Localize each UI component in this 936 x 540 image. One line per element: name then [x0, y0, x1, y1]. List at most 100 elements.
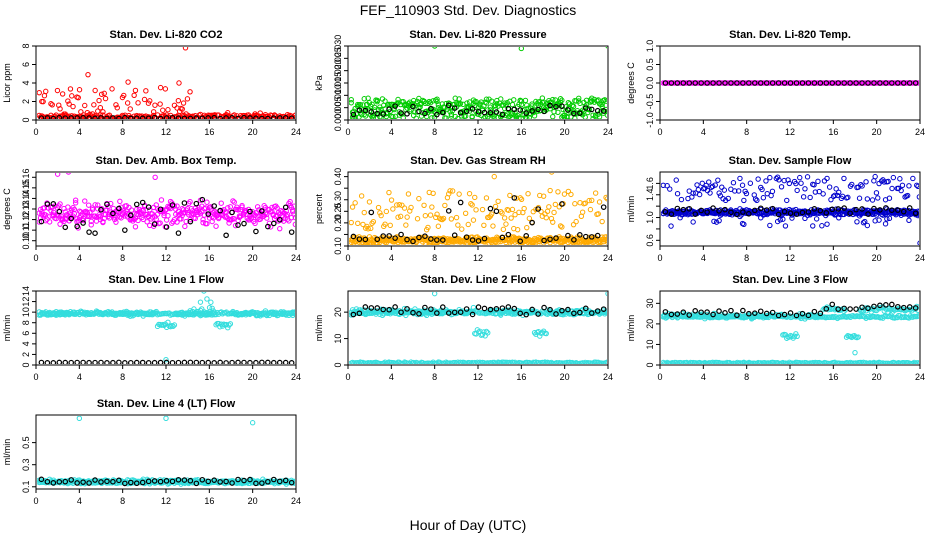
median-point [247, 359, 253, 364]
median-point [894, 80, 901, 86]
data-point [668, 223, 674, 229]
median-point [912, 80, 919, 86]
data-point [488, 98, 495, 104]
data-point [592, 190, 599, 196]
x-tick-label: 24 [291, 372, 301, 382]
data-point [811, 182, 817, 188]
data-point [109, 86, 115, 92]
data-point [570, 103, 577, 110]
data-point [603, 237, 607, 244]
y-tick-label: 10 [21, 307, 31, 317]
data-point [492, 203, 499, 210]
median-point [175, 359, 182, 364]
y-tick-label: 0.5 [645, 58, 655, 71]
data-point [713, 219, 720, 225]
data-point [522, 97, 529, 104]
median-point [193, 115, 200, 119]
median-point [259, 359, 265, 364]
median-point [883, 205, 889, 211]
median-point [517, 238, 524, 244]
median-point [457, 309, 464, 315]
median-point [775, 211, 782, 218]
x-tick-label: 24 [291, 496, 301, 506]
data-point [604, 196, 607, 202]
data-point [490, 223, 496, 229]
y-tick-label: 0 [21, 362, 31, 367]
data-point [370, 219, 377, 225]
data-point [349, 114, 356, 119]
median-point [86, 229, 92, 235]
data-point [773, 175, 780, 182]
data-point [550, 219, 556, 225]
y-axis-label: degrees C [2, 188, 12, 230]
data-point [197, 299, 204, 305]
data-point [915, 183, 919, 189]
median-point [763, 310, 770, 317]
median-point [98, 206, 104, 213]
data-point [292, 214, 295, 221]
y-tick-label: 2 [21, 352, 31, 357]
median-point [217, 115, 223, 119]
x-tick-label: 8 [120, 127, 125, 137]
data-point [92, 87, 98, 94]
median-point [282, 204, 289, 211]
data-point [709, 183, 716, 190]
data-point [254, 215, 261, 221]
median-point [565, 306, 571, 313]
data-point [780, 216, 786, 222]
outlier-point [432, 47, 438, 49]
median-point [175, 115, 182, 119]
data-point [807, 194, 813, 201]
x-tick-label: 20 [248, 127, 258, 137]
median-point [62, 359, 69, 364]
median-point [253, 115, 259, 119]
data-point [85, 202, 92, 208]
x-tick-label: 24 [915, 127, 925, 137]
data-point [559, 224, 565, 230]
median-point [662, 209, 669, 215]
data-point [521, 205, 527, 212]
median-point [523, 110, 530, 116]
data-point [163, 217, 170, 223]
data-point [97, 112, 104, 118]
median-point [56, 208, 63, 215]
median-point [392, 103, 398, 109]
data-point [479, 206, 486, 213]
data-point [860, 219, 867, 226]
data-point [864, 196, 871, 202]
median-point [193, 359, 200, 364]
median-point [811, 308, 818, 315]
median-point [241, 114, 247, 119]
data-point [498, 96, 504, 102]
data-point [514, 112, 521, 119]
median-point [853, 306, 859, 312]
data-point [182, 223, 188, 230]
median-point [463, 108, 470, 115]
data-point [836, 189, 842, 195]
data-point [453, 214, 460, 221]
x-tick-label: 16 [516, 372, 526, 382]
median-point [900, 208, 907, 215]
median-point [92, 115, 98, 119]
y-tick-label: 0.16 [21, 169, 31, 187]
data-point [752, 196, 759, 202]
y-tick-label: 0.1 [21, 481, 31, 494]
y-tick-label: 0.30 [333, 191, 343, 209]
median-point [350, 233, 357, 240]
median-point [871, 303, 877, 310]
median-point [475, 108, 482, 115]
x-tick-label: 4 [389, 253, 394, 263]
x-tick-label: 8 [432, 127, 437, 137]
median-point [133, 359, 140, 364]
data-point [165, 107, 171, 113]
panel-title: Stan. Dev. Line 4 (LT) Flow [97, 398, 236, 410]
panel-title: Stan. Dev. Amb. Box Temp. [96, 155, 237, 167]
data-point [292, 309, 295, 315]
data-point [526, 215, 533, 222]
data-point [106, 215, 113, 221]
median-point [817, 207, 824, 214]
y-axis-label: ml/min [626, 315, 636, 342]
data-point [694, 182, 700, 188]
points-layer [661, 173, 919, 245]
